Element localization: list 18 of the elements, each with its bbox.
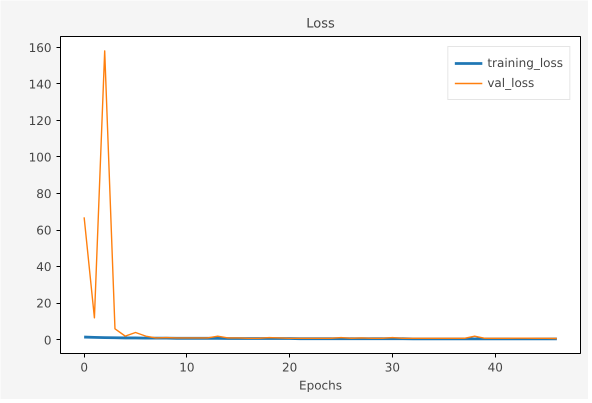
x-tick-label: 30 — [384, 360, 400, 374]
legend-label: val_loss — [487, 76, 534, 90]
y-tick-label: 40 — [36, 260, 52, 274]
legend-label: training_loss — [487, 56, 563, 70]
x-tick-label: 0 — [80, 360, 88, 374]
y-tick-label: 160 — [28, 40, 52, 55]
y-tick-label: 60 — [36, 224, 52, 238]
y-tick-label: 0 — [44, 333, 52, 348]
x-tick-label: 20 — [282, 360, 298, 374]
x-axis-title: Epochs — [299, 378, 342, 392]
y-tick-label: 20 — [36, 296, 52, 311]
y-tick-label: 140 — [28, 77, 52, 92]
y-tick-label: 100 — [28, 150, 52, 164]
y-tick-label: 80 — [36, 187, 52, 202]
y-tick-label: 120 — [28, 114, 52, 128]
x-tick-label: 40 — [488, 360, 503, 374]
x-tick-label: 10 — [179, 360, 195, 374]
chart-title: Loss — [306, 16, 335, 32]
